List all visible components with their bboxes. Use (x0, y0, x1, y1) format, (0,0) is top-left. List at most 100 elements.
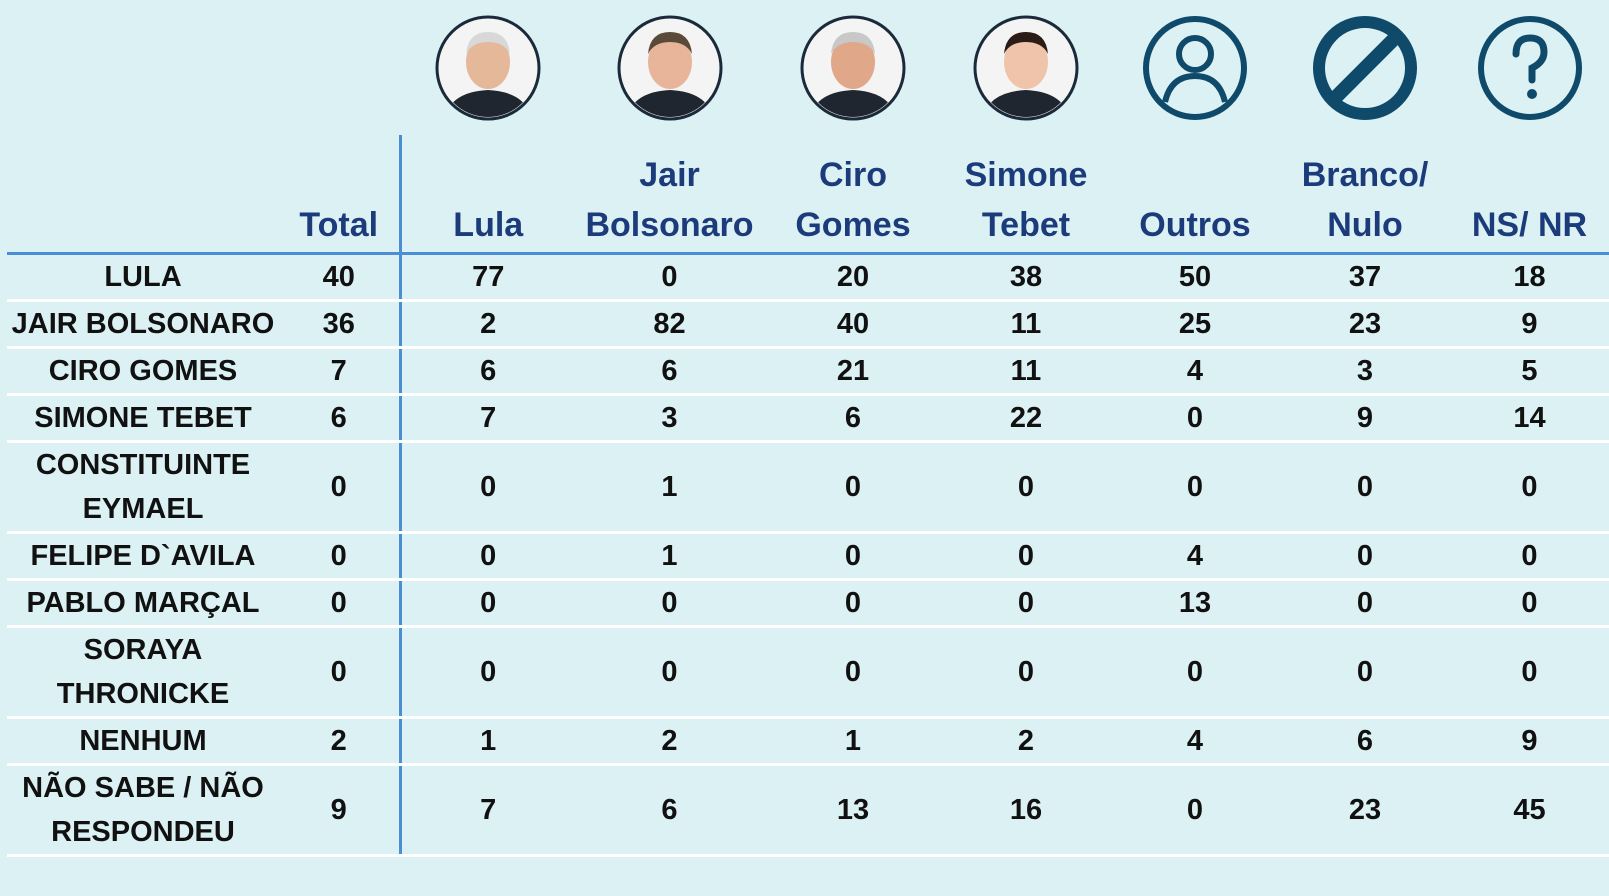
cell-value: 82 (575, 300, 764, 349)
dont-know-icon (1477, 15, 1582, 120)
cell-value: 13 (1110, 579, 1280, 628)
column-header: NS/ NR (1450, 135, 1609, 255)
cell-value: 5 (1450, 347, 1609, 396)
cell-value: 9 (1450, 300, 1609, 349)
cell-value: 0 (1450, 532, 1609, 581)
cell-value: 1 (764, 717, 942, 766)
cell-value: 0 (764, 579, 942, 628)
candidate-photo (800, 15, 906, 120)
cell-value: 1 (575, 532, 764, 581)
cell-value: 4 (1110, 532, 1280, 581)
column-header: Ciro Gomes (764, 135, 942, 255)
cell-value: 0 (1280, 441, 1450, 534)
row-label: CIRO GOMES (7, 347, 279, 396)
candidate-photo (435, 15, 540, 120)
cell-value: 25 (1110, 300, 1280, 349)
cell-value: 0 (1110, 394, 1280, 443)
icon-cell (400, 0, 575, 135)
empty-cell (7, 0, 279, 135)
icon-cell (1110, 0, 1280, 135)
cell-value: 9 (1450, 717, 1609, 766)
icon-cell (575, 0, 764, 135)
cell-value: 18 (1450, 253, 1609, 302)
candidate-photo (973, 15, 1079, 120)
cell-value: 0 (398, 579, 575, 628)
icon-cell (1280, 0, 1450, 135)
cell-value: 11 (942, 300, 1110, 349)
cell-value: 4 (1110, 717, 1280, 766)
data-row: NÃO SABE / NÃO RESPONDEU 9 7 6 13 16 0 23 45 (7, 764, 1609, 857)
cell-value: 0 (942, 532, 1110, 581)
cell-value: 0 (279, 626, 400, 719)
header-row: Total Lula Jair Bolsonaro Ciro Gomes Simone … (7, 135, 1609, 255)
cell-value: 2 (575, 717, 764, 766)
cell-value: 2 (398, 300, 575, 349)
cell-value: 9 (1280, 394, 1450, 443)
cell-value: 6 (1280, 717, 1450, 766)
cell-value: 20 (764, 253, 942, 302)
cell-value: 0 (764, 626, 942, 719)
cell-value: 0 (942, 579, 1110, 628)
blank-null-icon (1313, 15, 1417, 120)
cell-value: 6 (279, 394, 400, 443)
data-row: FELIPE D`AVILA 0 0 1 0 0 4 0 0 (7, 532, 1609, 581)
icon-row (7, 0, 1609, 135)
cell-value: 6 (398, 347, 575, 396)
cell-value: 23 (1280, 764, 1450, 857)
results-table: Total Lula Jair Bolsonaro Ciro Gomes Simone … (7, 0, 1609, 857)
icon-cell (764, 0, 942, 135)
column-header: Simone Tebet (942, 135, 1110, 255)
cell-value: 0 (1110, 764, 1280, 857)
cell-value: 0 (279, 532, 400, 581)
cell-value: 1 (575, 441, 764, 534)
cell-value: 0 (398, 626, 575, 719)
column-header: Lula (398, 135, 575, 255)
cell-value: 0 (1450, 626, 1609, 719)
cell-value: 0 (1110, 626, 1280, 719)
data-row: SIMONE TEBET 6 7 3 6 22 0 9 14 (7, 394, 1609, 443)
cell-value: 23 (1280, 300, 1450, 349)
cell-value: 7 (279, 347, 400, 396)
cell-value: 0 (575, 579, 764, 628)
row-label: PABLO MARÇAL (7, 579, 279, 628)
data-row: SORAYA THRONICKE 0 0 0 0 0 0 0 0 (7, 626, 1609, 719)
cell-value: 14 (1450, 394, 1609, 443)
cell-value: 16 (942, 764, 1110, 857)
cell-value: 7 (398, 764, 575, 857)
cell-value: 0 (398, 532, 575, 581)
data-row: CONSTITUINTE EYMAEL 0 0 1 0 0 0 0 0 (7, 441, 1609, 534)
cell-value: 9 (279, 764, 400, 857)
cell-value: 0 (1280, 579, 1450, 628)
cell-value: 0 (764, 441, 942, 534)
table-body: Total Lula Jair Bolsonaro Ciro Gomes Simone … (7, 0, 1609, 857)
candidate-photo (617, 15, 722, 120)
cell-value: 22 (942, 394, 1110, 443)
cell-value: 0 (279, 579, 400, 628)
row-label: NENHUM (7, 717, 279, 766)
cell-value: 3 (575, 394, 764, 443)
cell-value: 37 (1280, 253, 1450, 302)
cell-value: 0 (1110, 441, 1280, 534)
row-label: FELIPE D`AVILA (7, 532, 279, 581)
cell-value: 0 (1450, 441, 1609, 534)
data-row: PABLO MARÇAL 0 0 0 0 0 13 0 0 (7, 579, 1609, 628)
data-row: NENHUM 2 1 2 1 2 4 6 9 (7, 717, 1609, 766)
row-label: NÃO SABE / NÃO RESPONDEU (7, 764, 279, 857)
data-row: CIRO GOMES 7 6 6 21 11 4 3 5 (7, 347, 1609, 396)
cell-value: 7 (398, 394, 575, 443)
cell-value: 0 (1280, 626, 1450, 719)
column-header: Branco/ Nulo (1280, 135, 1450, 255)
icon-cell (942, 0, 1110, 135)
cell-value: 0 (1280, 532, 1450, 581)
cell-value: 45 (1450, 764, 1609, 857)
cell-value: 6 (575, 764, 764, 857)
icon-cell (1450, 0, 1609, 135)
cell-value: 13 (764, 764, 942, 857)
cell-value: 0 (575, 253, 764, 302)
data-row: JAIR BOLSONARO 36 2 82 40 11 25 23 9 (7, 300, 1609, 349)
row-label: JAIR BOLSONARO (7, 300, 279, 349)
empty-cell (279, 0, 400, 135)
cell-value: 4 (1110, 347, 1280, 396)
cell-value: 40 (764, 300, 942, 349)
